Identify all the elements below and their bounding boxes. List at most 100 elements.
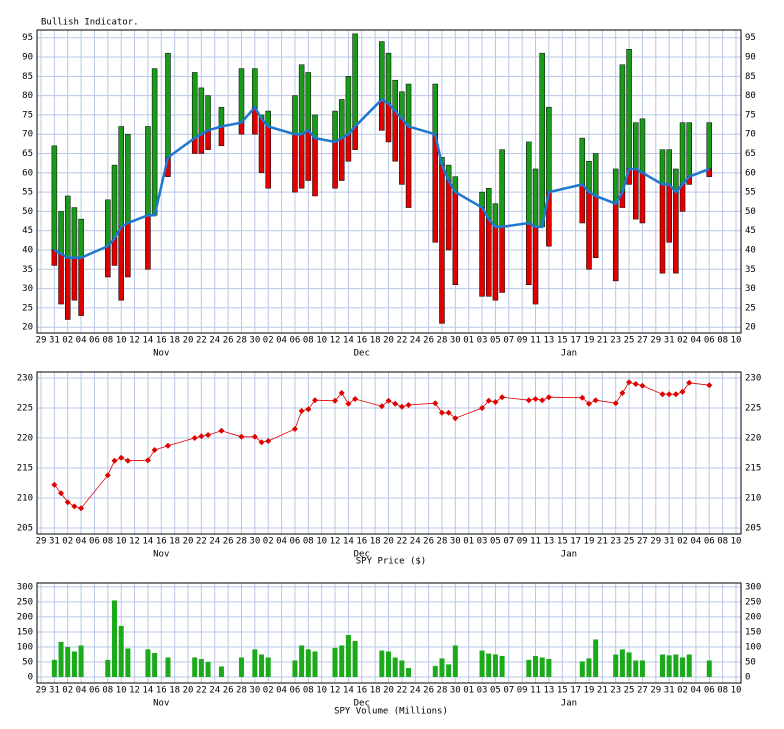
bull-bar	[532, 168, 539, 228]
x-tick-label: 31	[664, 686, 675, 696]
bull-bar	[626, 49, 632, 170]
volume-bar	[165, 657, 171, 677]
x-tick-label: 16	[156, 686, 167, 696]
chart-title: Bullish Indicator.	[41, 18, 139, 28]
bull-bar	[345, 76, 352, 135]
volume-bar	[145, 649, 151, 677]
bear-bar	[679, 184, 686, 212]
plot-frame	[36, 582, 742, 684]
x-tick-label: 08	[303, 686, 314, 696]
bear-bar	[298, 133, 305, 189]
bull-bar	[205, 95, 211, 131]
y-tick-label: 205	[745, 524, 761, 534]
x-tick-label: 17	[570, 686, 581, 696]
volume-bar	[539, 657, 545, 677]
price-marker	[632, 381, 639, 387]
volume-bar	[613, 654, 619, 677]
price-marker	[485, 397, 492, 404]
volume-bar	[659, 654, 665, 677]
volume-bar	[406, 667, 412, 677]
x-tick-label: 26	[223, 686, 234, 696]
bull-bar	[526, 141, 532, 224]
x-tick-label: 12	[129, 336, 140, 346]
price-marker	[118, 454, 125, 461]
price-marker	[191, 435, 198, 441]
x-tick-label: 13	[543, 686, 554, 696]
price-marker	[499, 394, 506, 401]
price-marker	[545, 394, 552, 401]
bull-bar	[579, 137, 586, 185]
bull-bar	[639, 118, 646, 174]
x-tick-label: 14	[143, 686, 154, 696]
price-marker	[311, 397, 318, 404]
bear-bar	[258, 118, 265, 174]
bear-bar	[145, 215, 151, 270]
bull-bar	[499, 149, 505, 228]
x-tick-label: 31	[49, 686, 60, 696]
bear-bar	[445, 180, 452, 251]
x-tick-label: 28	[437, 336, 448, 346]
x-tick-label: 25	[624, 686, 635, 696]
bull-bar	[546, 106, 552, 193]
bear-bar	[105, 245, 111, 278]
x-tick-label: 22	[196, 537, 207, 547]
bull-bar	[118, 126, 124, 228]
bear-bar	[673, 191, 679, 274]
bull-bar	[252, 68, 258, 108]
bull-bar	[706, 122, 713, 170]
bull-bar	[71, 207, 78, 258]
bull-bar	[586, 160, 592, 193]
x-tick-label: 10	[116, 686, 127, 696]
y-tick-label: 230	[745, 374, 761, 384]
plot-frame	[36, 29, 742, 334]
bear-bar	[312, 137, 318, 197]
bear-bar	[612, 203, 619, 282]
x-tick-label: 14	[143, 336, 154, 346]
y-tick-label: 225	[745, 404, 761, 414]
volume-bar	[152, 652, 158, 677]
bull-bar	[592, 153, 599, 197]
bear-bar	[332, 141, 338, 189]
x-tick-label: 07	[503, 686, 514, 696]
x-tick-label: 11	[530, 686, 541, 696]
x-tick-label: 29	[650, 336, 661, 346]
bear-bar	[305, 130, 312, 181]
y-tick-label: 35	[22, 265, 33, 275]
x-tick-label: 01	[463, 336, 474, 346]
bear-bar	[111, 238, 118, 266]
bear-bar	[118, 226, 124, 301]
y-tick-label: 80	[22, 91, 33, 101]
x-tick-label: 30	[450, 686, 461, 696]
y-tick-label: 95	[745, 33, 756, 43]
volume-bar	[680, 657, 686, 677]
x-tick-label: 22	[396, 686, 407, 696]
price-marker	[452, 415, 459, 422]
x-tick-label: 12	[129, 686, 140, 696]
x-tick-label: 02	[263, 537, 274, 547]
x-tick-label: 10	[731, 537, 742, 547]
price-marker	[51, 481, 58, 488]
y-tick-label: 205	[17, 524, 33, 534]
y-tick-label: 200	[745, 612, 761, 622]
x-tick-label: 04	[690, 336, 701, 346]
price-marker	[666, 391, 673, 398]
x-tick-label: 12	[330, 336, 341, 346]
y-tick-label: 40	[745, 246, 756, 256]
bull-bar	[539, 52, 545, 228]
price-marker	[378, 403, 385, 410]
month-label: Nov	[153, 550, 169, 560]
x-tick-label: 11	[530, 336, 541, 346]
price-marker	[111, 457, 118, 464]
x-tick-label: 06	[290, 336, 301, 346]
price-marker	[71, 503, 78, 510]
y-tick-label: 50	[22, 657, 33, 667]
x-tick-label: 06	[704, 537, 715, 547]
x-tick-label: 03	[477, 686, 488, 696]
bull-bar	[238, 68, 245, 123]
x-tick-label: 16	[356, 336, 367, 346]
volume-bar	[392, 657, 398, 677]
volume-bar	[499, 655, 505, 677]
bull-bar	[58, 211, 64, 255]
month-label: Jan	[561, 699, 577, 709]
volume-bar	[105, 659, 111, 677]
